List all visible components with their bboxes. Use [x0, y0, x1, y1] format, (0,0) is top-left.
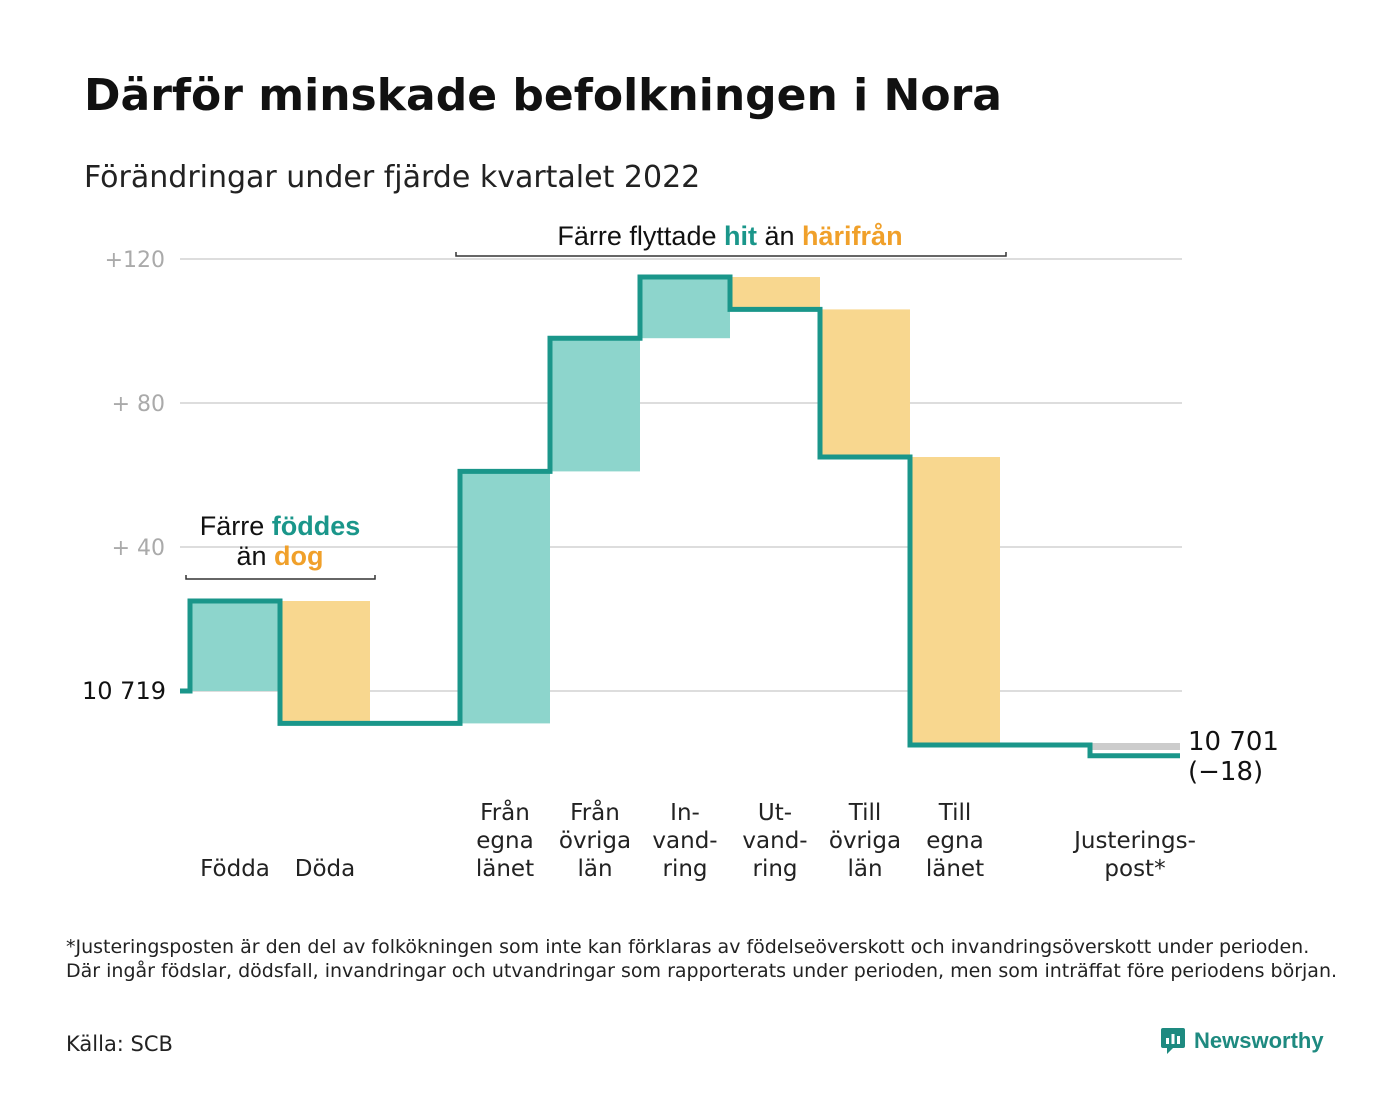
newsworthy-logo-icon: [1161, 1028, 1185, 1054]
bar-0: [190, 601, 280, 691]
category-label-0-0: Födda: [200, 856, 270, 882]
brand-logo: Newsworthy: [1160, 1026, 1324, 1056]
annotation-births-line2: än dog: [236, 541, 323, 571]
step-line: [180, 274, 1180, 759]
category-label-6-0: Ut-: [758, 800, 792, 826]
category-label-8-0: Till: [938, 800, 972, 826]
bar-5: [640, 277, 730, 339]
bar-10: [1090, 743, 1180, 750]
category-label-3-0: Från: [480, 798, 530, 826]
end-change-label: (−18): [1188, 757, 1263, 787]
category-label-6-2: ring: [752, 856, 797, 882]
source-label: Källa: SCB: [66, 1032, 173, 1056]
chart-subtitle: Förändringar under fjärde kvartalet 2022: [84, 160, 701, 195]
category-label-8-1: egna: [926, 828, 983, 854]
chart-title: Därför minskade befolkningen i Nora: [84, 70, 1002, 121]
annotation-births-bracket: [185, 575, 376, 580]
footnote: *Justeringsposten är den del av folkökni…: [66, 936, 1338, 982]
category-label-5-0: In-: [670, 800, 700, 826]
category-label-6-1: vand-: [742, 828, 807, 854]
category-label-10-0: Justerings-: [1072, 828, 1196, 854]
category-label-4-0: Från: [570, 798, 620, 826]
bar-6: [730, 277, 820, 310]
bar-7: [820, 309, 910, 457]
annotation-moves-bracket: [455, 252, 1007, 257]
category-label-7-2: län: [847, 856, 882, 882]
category-label-1-0: Döda: [295, 856, 355, 882]
category-label-5-2: ring: [662, 856, 707, 882]
category-label-3-2: länet: [476, 856, 534, 882]
y-tick-label-0: + 40: [112, 536, 165, 561]
category-label-4-1: övriga: [559, 828, 631, 854]
annotation-births-line1: Färre föddes: [200, 511, 361, 541]
category-label-5-1: vand-: [652, 828, 717, 854]
category-label-7-0: Till: [848, 800, 882, 826]
end-value-label: 10 701: [1188, 727, 1279, 757]
category-label-7-1: övriga: [829, 828, 901, 854]
y-tick-label-1: + 80: [112, 392, 165, 417]
annotation-moves-text: Färre flyttade hit än härifrån: [557, 221, 902, 251]
bar-3: [460, 471, 550, 724]
category-label-4-2: län: [577, 856, 612, 882]
bar-8: [910, 457, 1000, 745]
y-tick-label-2: +120: [105, 248, 165, 273]
bar-1: [280, 601, 370, 724]
category-label-3-1: egna: [476, 828, 533, 854]
brand-name: Newsworthy: [1194, 1028, 1324, 1053]
category-label-10-1: post*: [1104, 856, 1165, 882]
category-label-8-2: länet: [926, 856, 984, 882]
bar-4: [550, 338, 640, 472]
start-value-label: 10 719: [82, 677, 166, 705]
